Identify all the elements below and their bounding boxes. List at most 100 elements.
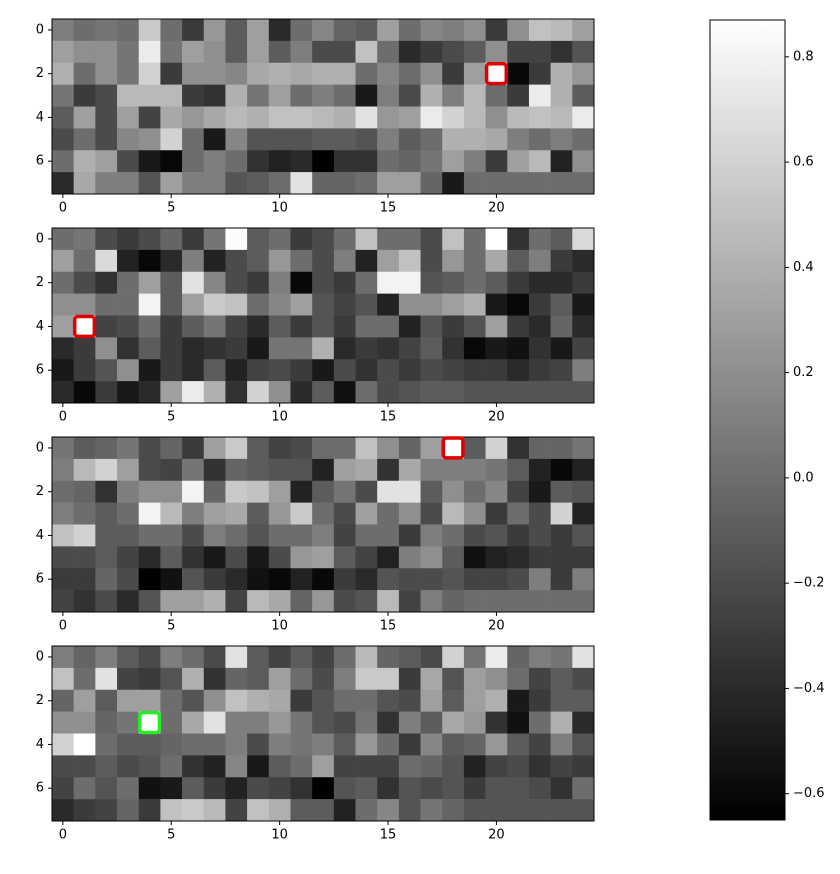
heatmap-cell xyxy=(507,106,530,129)
heatmap-cell xyxy=(182,293,205,316)
axes-frame xyxy=(51,18,595,195)
heatmap-cell xyxy=(312,84,335,107)
heatmap-cell xyxy=(182,84,205,107)
heatmap-cell xyxy=(442,293,465,316)
heatmap-cell xyxy=(73,502,96,525)
heatmap-cell xyxy=(333,337,356,360)
heatmap-cell xyxy=(138,106,161,129)
heatmap-cell xyxy=(247,62,270,85)
heatmap-cell xyxy=(377,19,400,42)
heatmap-cell xyxy=(485,106,508,129)
heatmap-cell xyxy=(572,249,595,273)
heatmap-cell xyxy=(225,381,248,404)
heatmap-cell xyxy=(290,271,313,294)
heatmap-cell xyxy=(247,359,270,382)
heatmap-cell xyxy=(117,502,140,525)
heatmap-cell xyxy=(442,359,465,382)
heatmap-cell xyxy=(377,293,400,316)
heatmap-cell xyxy=(528,19,551,42)
heatmap-cell xyxy=(160,172,183,195)
heatmap-cell xyxy=(572,458,595,482)
heatmap-cell xyxy=(225,689,248,712)
heatmap-cell xyxy=(160,381,183,404)
heatmap-cell xyxy=(312,799,335,822)
heatmap-cell xyxy=(355,646,378,669)
heatmap-cell xyxy=(528,799,551,822)
heatmap-cell xyxy=(247,271,270,294)
heatmap-cell xyxy=(182,172,205,195)
heatmap-cell xyxy=(52,590,74,613)
heatmap-cell xyxy=(333,711,356,734)
heatmap-cell xyxy=(572,19,595,42)
heatmap-cell xyxy=(507,777,530,800)
y-tick-label: 6 xyxy=(36,154,44,169)
heatmap-cell xyxy=(182,359,205,382)
heatmap-cell xyxy=(442,711,465,734)
heatmap-cell xyxy=(182,689,205,712)
heatmap-cell xyxy=(572,755,595,778)
heatmap-cell xyxy=(377,228,400,251)
heatmap-cell xyxy=(463,667,486,691)
heatmap-cell xyxy=(182,437,205,460)
heatmap-cell xyxy=(268,271,291,294)
heatmap-cell xyxy=(290,62,313,85)
heatmap-cell xyxy=(528,249,551,273)
heatmap-cell xyxy=(377,381,400,404)
heatmap-cell xyxy=(550,62,573,85)
heatmap-cell xyxy=(355,62,378,85)
heatmap-cell xyxy=(160,646,183,669)
heatmap-cell xyxy=(117,777,140,800)
heatmap-cell xyxy=(52,249,74,273)
heatmap-cell xyxy=(290,437,313,460)
heatmap-cell xyxy=(377,271,400,294)
heatmap-cell xyxy=(247,228,270,251)
heatmap-cell xyxy=(182,271,205,294)
heatmap-cell xyxy=(463,228,486,251)
heatmap-cell xyxy=(463,40,486,64)
x-tick-label: 20 xyxy=(488,619,505,634)
heatmap-cell xyxy=(138,755,161,778)
heatmap-cell xyxy=(420,480,443,503)
heatmap-cell xyxy=(528,337,551,360)
heatmap-cell xyxy=(247,667,270,691)
heatmap-cell xyxy=(247,777,270,800)
heatmap-cell xyxy=(550,667,573,691)
heatmap-cell xyxy=(442,437,465,460)
heatmap-cell xyxy=(420,458,443,482)
heatmap-cell xyxy=(377,437,400,460)
heatmap-cell xyxy=(485,480,508,503)
heatmap-cell xyxy=(290,590,313,613)
heatmap-cell xyxy=(247,249,270,273)
heatmap-cell xyxy=(182,755,205,778)
heatmap-cell xyxy=(463,19,486,42)
heatmap-cell xyxy=(333,480,356,503)
heatmap-cell xyxy=(442,667,465,691)
heatmap-cell xyxy=(550,711,573,734)
heatmap-cell xyxy=(138,381,161,404)
x-tick-label: 10 xyxy=(271,619,288,634)
heatmap-cell xyxy=(203,502,226,525)
heatmap-cell xyxy=(52,480,74,503)
heatmap-cell xyxy=(73,337,96,360)
heatmap-cell xyxy=(290,337,313,360)
heatmap-cell xyxy=(333,733,356,756)
heatmap-cell xyxy=(528,755,551,778)
heatmap-cell xyxy=(225,315,248,338)
x-tick-label: 15 xyxy=(380,201,397,216)
heatmap-cell xyxy=(73,172,96,195)
heatmap-cell xyxy=(442,689,465,712)
heatmap-cell xyxy=(182,337,205,360)
heatmap-cell xyxy=(377,689,400,712)
heatmap-cell xyxy=(52,799,74,822)
heatmap-cell xyxy=(572,777,595,800)
heatmap-cell xyxy=(117,62,140,85)
heatmap-cell xyxy=(377,733,400,756)
heatmap-cell xyxy=(442,799,465,822)
heatmap-cell xyxy=(268,128,291,151)
heatmap-cell xyxy=(442,777,465,800)
heatmap-cell xyxy=(485,62,508,85)
heatmap-cell xyxy=(528,777,551,800)
heatmap-cell xyxy=(290,40,313,64)
heatmap-cell xyxy=(355,755,378,778)
heatmap-cell xyxy=(485,150,508,173)
